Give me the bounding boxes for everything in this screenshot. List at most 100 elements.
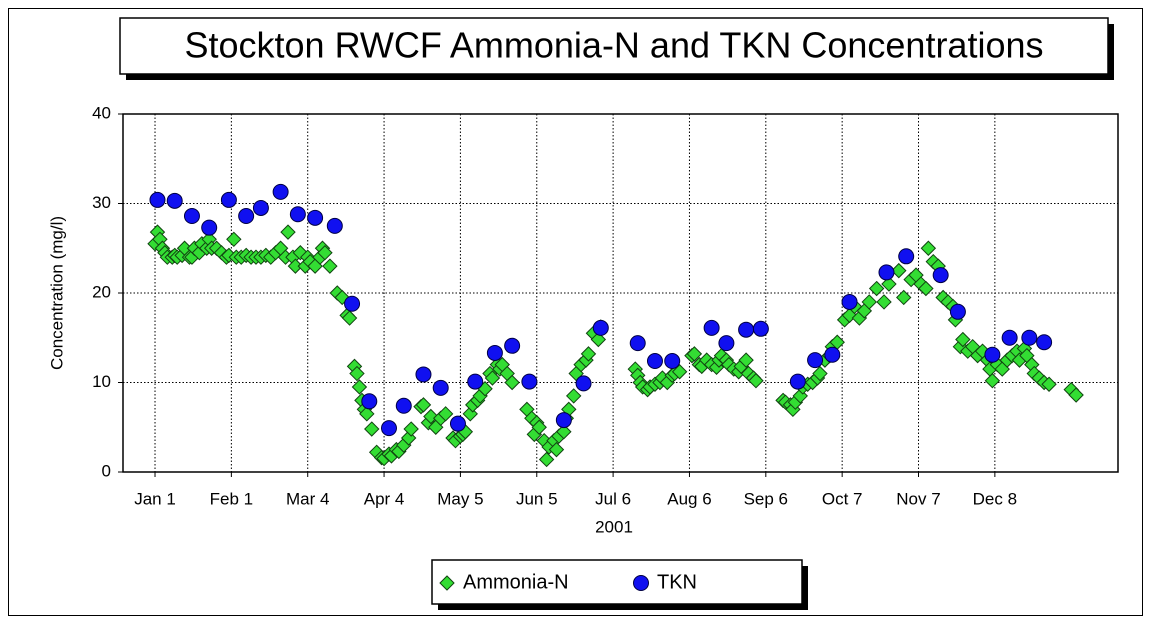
- diamond-marker: [984, 373, 1001, 389]
- circle-marker: [1021, 329, 1038, 346]
- diamond-marker: [876, 294, 892, 310]
- diamond-marker: [484, 370, 501, 386]
- diamond-marker: [920, 240, 937, 256]
- circle-marker: [789, 373, 806, 390]
- circle-marker: [149, 191, 166, 208]
- y-tick-label: 30: [92, 193, 111, 212]
- circle-marker: [575, 375, 592, 392]
- y-tick-label: 20: [92, 282, 111, 301]
- legend-marker: [439, 575, 455, 591]
- circle-marker: [718, 335, 735, 352]
- diamond-marker: [868, 280, 885, 297]
- x-tick-label: Feb 1: [210, 489, 253, 508]
- circle-marker: [1036, 334, 1053, 351]
- x-tick-label: Mar 4: [286, 489, 329, 508]
- circle-marker: [467, 373, 484, 390]
- circle-marker: [1001, 329, 1018, 346]
- diamond-marker: [861, 294, 877, 310]
- title-box: [119, 17, 1109, 75]
- circle-marker: [824, 346, 841, 363]
- circle-marker: [395, 397, 412, 414]
- circle-marker: [664, 353, 681, 370]
- legend-box: [431, 559, 803, 605]
- x-tick-label: Jan 1: [134, 489, 176, 508]
- x-tick-label: Jul 6: [595, 489, 631, 508]
- x-tick-label: Nov 7: [896, 489, 940, 508]
- diamond-marker: [881, 276, 897, 292]
- diamond-marker: [565, 388, 582, 404]
- diamond-marker: [317, 245, 333, 261]
- circle-marker: [220, 191, 237, 208]
- x-tick-label: Oct 7: [822, 489, 863, 508]
- diamond-marker: [415, 397, 432, 413]
- circle-marker: [703, 319, 720, 336]
- plot-border: [122, 113, 1119, 473]
- diamond-marker: [918, 280, 934, 297]
- diamond-marker: [359, 406, 375, 422]
- x-tick-label: Aug 6: [667, 489, 711, 508]
- circle-marker: [555, 412, 572, 429]
- circle-marker: [932, 267, 949, 284]
- circle-marker: [238, 208, 255, 225]
- diamond-marker: [1041, 376, 1057, 392]
- circle-marker: [629, 335, 646, 352]
- diamond-marker: [349, 365, 365, 382]
- y-tick-label: 10: [92, 372, 111, 391]
- circle-marker: [878, 264, 895, 281]
- circle-marker: [415, 366, 432, 383]
- circle-marker: [449, 415, 466, 432]
- diamond-marker: [580, 346, 597, 362]
- x-axis-label: 2001: [595, 517, 633, 536]
- x-tick-label: May 5: [437, 489, 483, 508]
- diamond-marker: [322, 258, 338, 274]
- diamond-marker: [590, 331, 607, 348]
- diamond-marker: [437, 406, 454, 422]
- circle-marker: [984, 346, 1001, 363]
- x-tick-label: Dec 8: [973, 489, 1017, 508]
- circle-marker: [307, 209, 324, 226]
- circle-marker: [344, 295, 361, 312]
- diamond-marker: [226, 231, 242, 248]
- y-axis-label: Concentration (mg/l): [47, 216, 66, 370]
- diamond-marker: [891, 262, 907, 279]
- x-tick-label: Apr 4: [364, 489, 405, 508]
- diamond-marker: [504, 374, 520, 391]
- diamond-marker: [686, 346, 703, 362]
- diamond-marker: [896, 289, 912, 306]
- circle-marker: [949, 303, 966, 320]
- diamond-marker: [280, 224, 296, 240]
- circle-marker: [646, 353, 663, 370]
- circle-marker: [738, 321, 755, 338]
- circle-marker: [326, 217, 343, 234]
- legend-label: Ammonia-N: [463, 571, 569, 593]
- diamond-marker: [738, 352, 754, 368]
- circle-marker: [361, 393, 378, 410]
- diamond-marker: [748, 373, 764, 389]
- diamond-marker: [548, 441, 565, 458]
- circle-marker: [752, 320, 769, 337]
- diamond-marker: [556, 424, 572, 440]
- x-tick-label: Jun 5: [516, 489, 558, 508]
- circle-marker: [432, 379, 449, 396]
- x-tick-label: Sep 6: [744, 489, 788, 508]
- diamond-marker: [538, 451, 555, 468]
- circle-marker: [380, 420, 397, 437]
- legend-marker: [633, 575, 649, 591]
- circle-marker: [504, 337, 521, 354]
- diamond-marker: [1068, 387, 1084, 403]
- diamond-marker: [812, 365, 828, 382]
- diamond-marker: [423, 408, 439, 425]
- diamond-marker: [364, 421, 380, 437]
- circle-marker: [289, 206, 306, 223]
- circle-marker: [272, 183, 289, 200]
- y-tick-label: 0: [102, 461, 111, 480]
- diamond-marker: [341, 310, 358, 326]
- y-tick-label: 40: [92, 103, 111, 122]
- circle-marker: [807, 352, 824, 369]
- diamond-marker: [955, 331, 971, 348]
- diamond-marker: [403, 421, 419, 437]
- diamond-marker: [351, 379, 368, 395]
- diamond-marker: [671, 364, 688, 380]
- chart-title: Stockton RWCF Ammonia-N and TKN Concentr…: [184, 25, 1043, 66]
